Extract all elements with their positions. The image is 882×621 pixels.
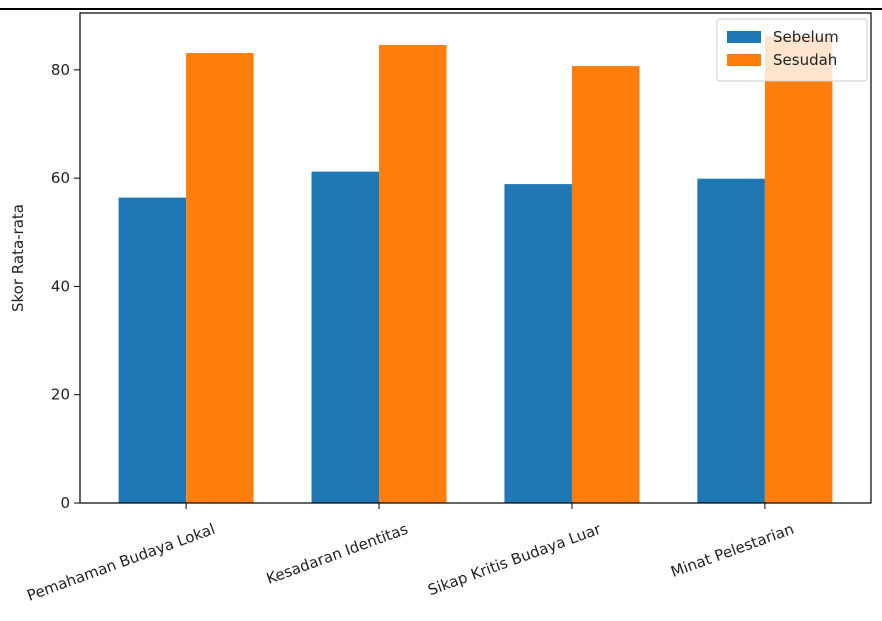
axes-frame [79, 12, 872, 504]
y-tick-label: 40 [51, 277, 70, 295]
y-tick-label: 20 [51, 386, 70, 404]
bar-sesudah-1 [186, 53, 254, 504]
y-tick-label: 80 [51, 61, 70, 79]
x-ticks: Pemahaman Budaya Lokal Kesadaran Identita… [25, 503, 796, 605]
bar-sesudah-3 [571, 66, 640, 503]
legend: Sebelum Sesudah [716, 18, 868, 82]
y-ticks: 0 20 40 60 80 [51, 61, 80, 512]
bar-sebelum-1 [118, 197, 187, 504]
bars-group [118, 36, 833, 504]
x-tick-label: Pemahaman Budaya Lokal [25, 520, 218, 605]
y-tick-label: 60 [51, 169, 70, 187]
x-tick-label: Kesadaran Identitas [264, 520, 411, 588]
x-tick-label: Minat Pelestarian [668, 520, 796, 581]
bar-sebelum-4 [697, 178, 765, 503]
bar-sebelum-3 [504, 184, 572, 503]
y-tick-label: 0 [60, 494, 70, 512]
legend-label-sebelum: Sebelum [773, 28, 839, 46]
bar-sebelum-2 [311, 171, 380, 504]
bar-sesudah-4 [764, 36, 833, 503]
legend-label-sesudah: Sesudah [773, 51, 837, 69]
top-border-line [0, 8, 882, 10]
x-tick-label: Sikap Kritis Budaya Luar [425, 520, 604, 600]
legend-swatch-sebelum [727, 31, 761, 43]
y-axis-label: Skor Rata-rata [9, 204, 27, 312]
legend-swatch-sesudah [727, 54, 761, 66]
bar-sesudah-2 [379, 44, 447, 503]
